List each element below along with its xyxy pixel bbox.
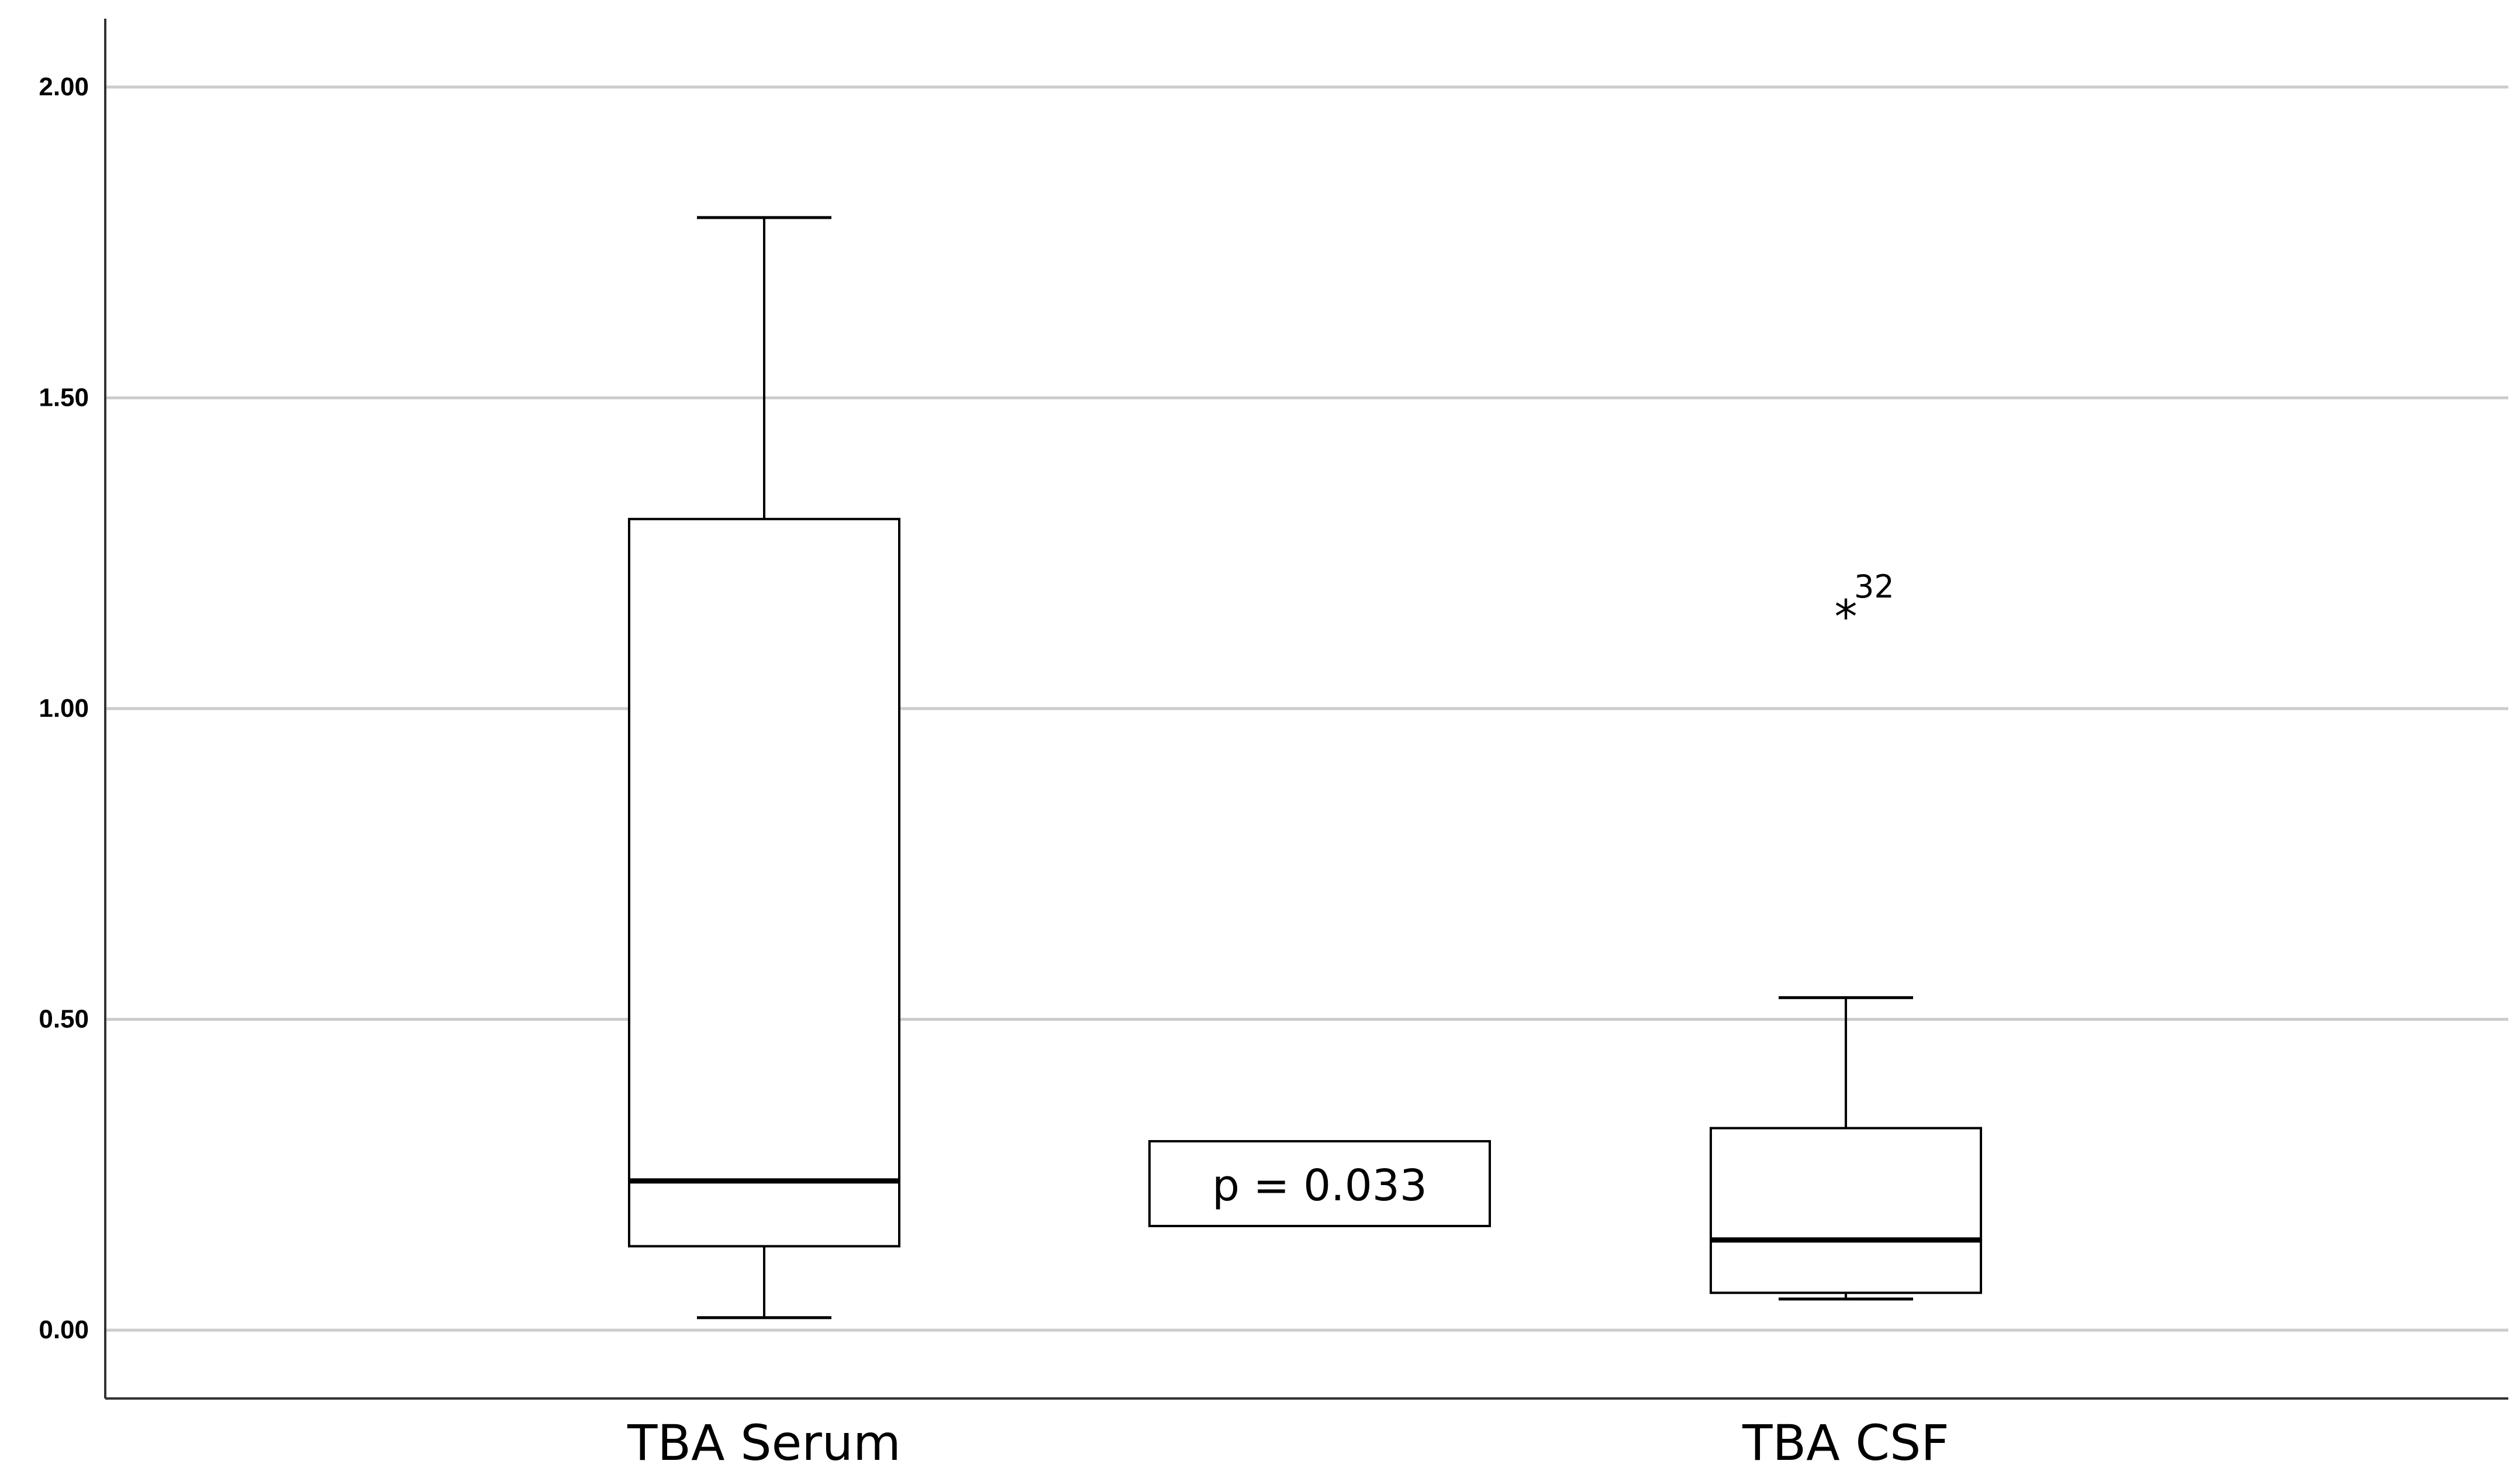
y-tick-label: 0.50 bbox=[39, 1005, 89, 1034]
y-tick-label: 2.00 bbox=[39, 72, 89, 101]
box-2 bbox=[1710, 996, 1982, 1301]
box-1 bbox=[628, 216, 900, 1320]
boxes bbox=[628, 216, 1982, 1320]
annotation-text: p = 0.033 bbox=[1212, 1161, 1427, 1211]
annotation-box bbox=[1148, 1140, 1491, 1227]
y-tick-labels: 0.00 0.50 1.00 1.50 2.00 bbox=[39, 72, 89, 1344]
x-category-label: TBA CSF bbox=[1742, 1414, 1949, 1472]
x-category-labels: TBA Serum TBA CSF bbox=[627, 1414, 1949, 1472]
y-tick-label: 1.00 bbox=[39, 694, 89, 723]
axes bbox=[104, 19, 2508, 1400]
outlier-marker: * bbox=[1835, 591, 1858, 644]
y-tick-label: 0.00 bbox=[39, 1315, 89, 1344]
iqr-box bbox=[1710, 1127, 1982, 1294]
outliers: *32 bbox=[1835, 568, 1894, 644]
y-tick-label: 1.50 bbox=[39, 383, 89, 412]
x-category-label: TBA Serum bbox=[627, 1414, 901, 1472]
iqr-box bbox=[628, 517, 900, 1248]
gridlines bbox=[105, 85, 2508, 1332]
outlier-label: 32 bbox=[1854, 568, 1894, 605]
annotation: p = 0.033 bbox=[1148, 1140, 1491, 1227]
